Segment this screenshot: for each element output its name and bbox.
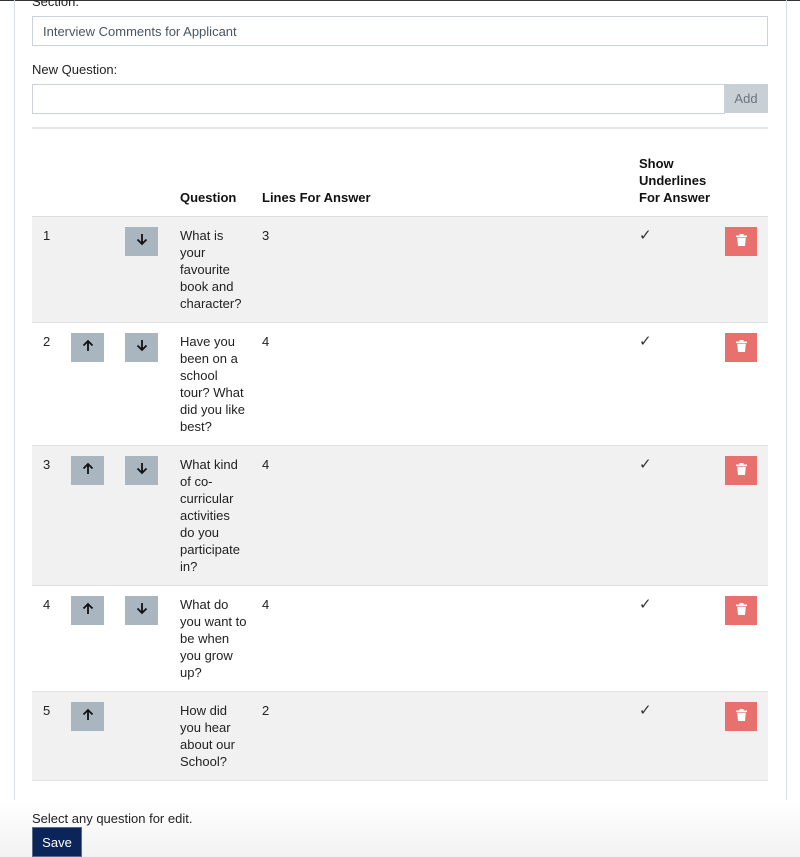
footer [0, 800, 800, 857]
underline-check-icon: ✓ [639, 701, 652, 719]
questions-table: Question Lines For Answer Show Underline… [32, 129, 768, 781]
underline-check-icon: ✓ [639, 332, 652, 350]
lines-value: 4 [262, 333, 270, 349]
move-up-button[interactable] [71, 455, 104, 485]
move-down-button[interactable] [125, 595, 158, 625]
delete-button[interactable] [725, 226, 757, 256]
question-text[interactable]: How did you hear about our School? [180, 702, 235, 769]
row-number: 3 [43, 456, 51, 472]
trash-icon [735, 462, 747, 478]
add-button[interactable]: Add [724, 84, 768, 113]
move-down-button[interactable] [125, 226, 158, 256]
move-up-button[interactable] [71, 332, 104, 362]
arrow-down-icon [136, 339, 148, 355]
move-down-button[interactable] [125, 332, 158, 362]
arrow-up-icon [82, 462, 94, 478]
delete-button[interactable] [725, 595, 757, 625]
trash-icon [735, 233, 747, 249]
lines-value: 2 [262, 702, 270, 718]
lines-value: 4 [262, 456, 270, 472]
table-row[interactable]: 1 What is your favourite book and charac… [32, 216, 768, 322]
table-row[interactable]: 5 How did you hear about our School? 2 ✓ [32, 691, 768, 780]
lines-value: 4 [262, 596, 270, 612]
divider [32, 127, 768, 129]
row-number: 1 [43, 227, 51, 243]
header-question: Question [180, 189, 237, 205]
new-question-input[interactable] [32, 84, 725, 114]
trash-icon [735, 708, 747, 724]
trash-icon [735, 339, 747, 355]
trash-icon [735, 602, 747, 618]
underline-check-icon: ✓ [639, 226, 652, 244]
table-header: Question Lines For Answer Show Underline… [32, 129, 768, 216]
header-lines: Lines For Answer [262, 189, 371, 205]
underline-check-icon: ✓ [639, 455, 652, 473]
move-down-button[interactable] [125, 455, 158, 485]
new-question-label: New Question: [32, 62, 118, 77]
hint-text: Select any question for edit. [32, 811, 193, 826]
arrow-down-icon [136, 602, 148, 618]
question-text[interactable]: What is your favourite book and characte… [180, 227, 242, 311]
question-text[interactable]: What do you want to be when you grow up? [180, 596, 247, 680]
move-up-button[interactable] [71, 595, 104, 625]
delete-button[interactable] [725, 332, 757, 362]
header-underlines: Show Underlines For Answer [639, 155, 711, 205]
table-row[interactable]: 2 Have you been on a school tour? What d… [32, 322, 768, 445]
arrow-up-icon [82, 708, 94, 724]
row-number: 4 [43, 596, 51, 612]
panel [14, 0, 787, 857]
table-row[interactable]: 3 What kind of co-curricular activities … [32, 445, 768, 585]
top-border [0, 0, 800, 1]
row-number: 5 [43, 702, 51, 718]
row-number: 2 [43, 333, 51, 349]
section-label: Section: [32, 0, 79, 9]
move-up-button[interactable] [71, 701, 104, 731]
question-text[interactable]: Have you been on a school tour? What did… [180, 333, 246, 434]
underline-check-icon: ✓ [639, 595, 652, 613]
arrow-up-icon [82, 339, 94, 355]
table-row[interactable]: 4 What do you want to be when you grow u… [32, 585, 768, 691]
save-button[interactable]: Save [32, 827, 82, 857]
delete-button[interactable] [725, 701, 757, 731]
question-text[interactable]: What kind of co-curricular activities do… [180, 456, 240, 574]
section-input[interactable] [32, 16, 768, 46]
arrow-up-icon [82, 602, 94, 618]
arrow-down-icon [136, 233, 148, 249]
arrow-down-icon [136, 462, 148, 478]
lines-value: 3 [262, 227, 270, 243]
delete-button[interactable] [725, 455, 757, 485]
